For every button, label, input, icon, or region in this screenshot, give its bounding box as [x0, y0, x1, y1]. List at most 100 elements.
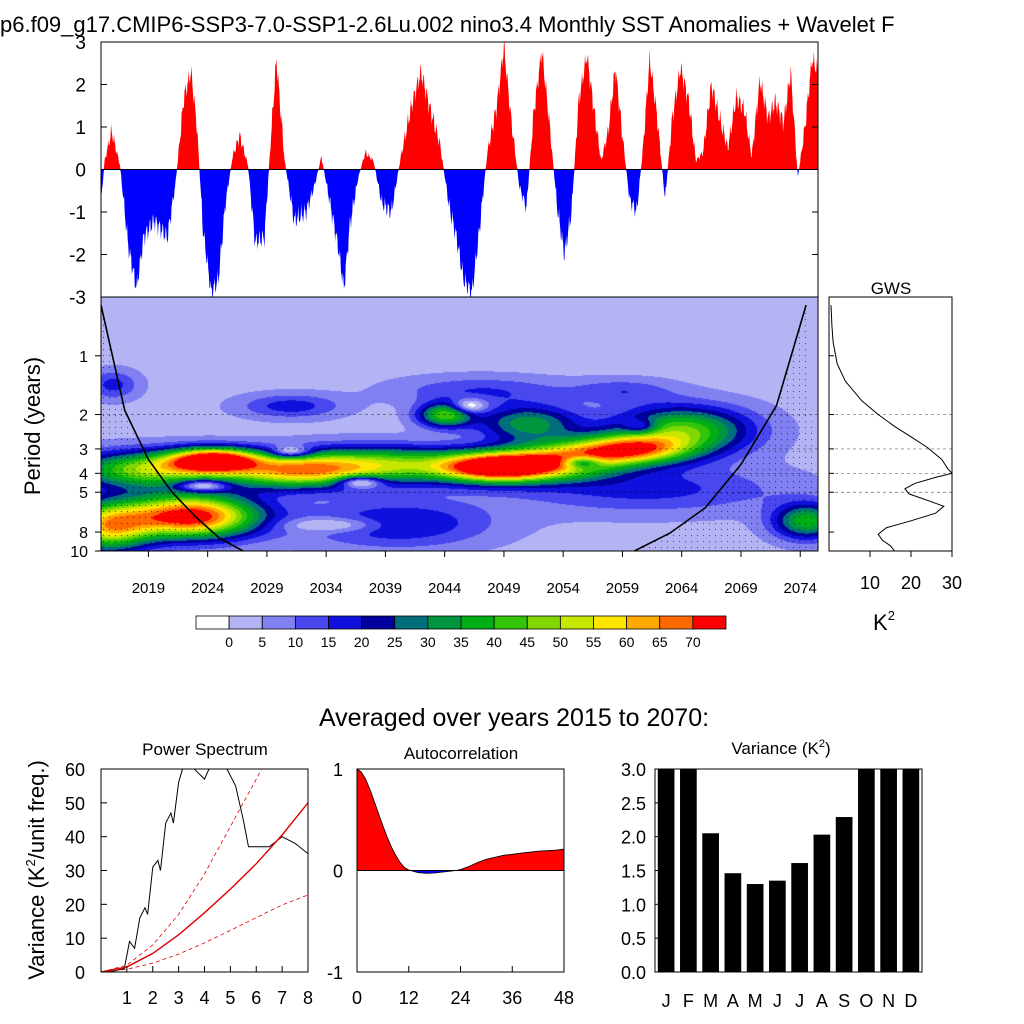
colorbar-swatch	[460, 615, 495, 630]
month-label: O	[859, 991, 873, 1011]
x-tick-label: 2054	[547, 580, 580, 597]
negative-anomaly-area	[101, 169, 818, 297]
x-tick-label: 10	[860, 573, 880, 593]
y-tick-label: 4	[79, 466, 88, 483]
variance-bar	[880, 769, 897, 972]
y-tick-label: 2.0	[621, 828, 646, 848]
x-tick-label: 2024	[191, 580, 224, 597]
colorbar-swatch	[394, 615, 429, 630]
x-tick-label: 20	[901, 573, 921, 593]
colorbar-label: 15	[321, 634, 337, 650]
colorbar-swatch	[526, 615, 561, 630]
x-tick-label: 36	[502, 988, 522, 1008]
x-tick-label: 6	[251, 988, 261, 1008]
figure-title: p6.f09_g17.CMIP6-SSP3-7.0-SSP1-2.6Lu.002…	[0, 12, 895, 37]
autocorrelation-line	[356, 768, 565, 874]
month-label: S	[838, 991, 850, 1011]
positive-anomaly-area	[101, 42, 818, 170]
y-tick-label: 20	[65, 895, 85, 915]
autocorrelation-frame	[356, 768, 565, 973]
power-spectrum-lines	[101, 769, 308, 972]
x-tick-label: 2064	[665, 580, 698, 597]
colorbar-swatch	[593, 615, 628, 630]
autocorrelation-title: Autocorrelation	[404, 744, 518, 763]
y-tick-label: 40	[65, 828, 85, 848]
autocorrelation-axes: -1 0 1 0 12 24 36 48	[327, 760, 574, 1008]
x-tick-label: 2019	[132, 580, 165, 597]
colorbar-swatch	[228, 615, 263, 630]
colorbar-label: 60	[619, 634, 635, 650]
gws-frame	[828, 296, 953, 552]
colorbar-label: 30	[420, 634, 436, 650]
y-tick-label: 0.5	[621, 929, 646, 949]
y-tick-label: 1.5	[621, 862, 646, 882]
colorbar-label: 10	[288, 634, 304, 650]
variance-bar	[835, 817, 853, 972]
x-tick-label: 12	[399, 988, 419, 1008]
colorbar-swatch	[692, 615, 727, 630]
coi-curve-left	[101, 304, 244, 551]
y-tick-label: 30	[65, 862, 85, 882]
coi-hatching-left	[101, 305, 244, 551]
coi-curve-right	[633, 304, 807, 551]
y-tick-label: 10	[70, 544, 88, 561]
summary-heading: Averaged over years 2015 to 2070:	[319, 704, 709, 732]
variance-bar	[724, 873, 742, 972]
variance-bar	[858, 769, 875, 972]
x-tick-label: 5	[225, 988, 235, 1008]
month-label: N	[882, 991, 895, 1011]
x-tick-label: 24	[450, 988, 470, 1008]
x-tick-label: 2069	[724, 580, 757, 597]
y-tick-label: -1	[327, 963, 343, 983]
autocorrelation-panel: Autocorrelation -1 0 1 0 12 24 36 48	[327, 744, 574, 1008]
y-tick-label: 50	[65, 794, 85, 814]
x-tick-label: 8	[303, 988, 313, 1008]
month-label: F	[683, 991, 694, 1011]
colorbar-label: 20	[354, 634, 370, 650]
colorbar-label: 50	[553, 634, 569, 650]
colorbar-label: 25	[387, 634, 403, 650]
x-tick-label: 7	[277, 988, 287, 1008]
colorbar-label: 0	[225, 634, 233, 650]
timeseries-fill	[101, 42, 818, 297]
power-spectrum-axes: 0 10 20 30 40 50 60 1 2 3 4 5 6 7 8	[65, 760, 313, 1008]
positive-autocorrelation-area	[357, 769, 564, 871]
colorbar-swatch	[559, 615, 594, 630]
wavelet-power-map	[101, 297, 818, 551]
y-tick-label: 2.5	[621, 794, 646, 814]
x-tick-label: 4	[199, 988, 209, 1008]
colorbar-label: 65	[652, 634, 668, 650]
variance-axes: 0.00.51.01.52.02.53.0J F M A M J J A S O N D	[621, 760, 917, 1011]
variance-bar	[746, 884, 764, 972]
month-label: M	[703, 991, 718, 1011]
colorbar-swatch	[427, 615, 462, 630]
colorbar-label: 70	[685, 634, 701, 650]
y-tick-label: 10	[65, 929, 85, 949]
variance-panel: Variance (K2) 0.00.51.01.52.02.53.0J F M A M…	[621, 738, 923, 1011]
colorbar: 0 5 10 15 20 25 30 35 40 45 50 55 60 65 70	[195, 615, 727, 650]
colorbar-label: 5	[258, 634, 266, 650]
colorbar-swatch	[261, 615, 296, 630]
colorbar-swatch	[294, 615, 329, 630]
gws-panel: GWS 10 20 30 K2	[828, 279, 962, 635]
timeseries-y-axis: -3 -2 -1 0 1 2 3	[69, 33, 818, 309]
autocorrelation-fill	[356, 768, 565, 874]
y-tick-label: 2	[79, 408, 88, 425]
x-tick-label: 1	[122, 988, 132, 1008]
y-tick-label: -3	[69, 288, 86, 309]
variance-bar	[680, 769, 697, 972]
y-tick-label: 60	[65, 760, 85, 780]
variance-frame	[654, 768, 923, 973]
y-tick-label: 2	[75, 76, 86, 97]
x-tick-label: 2049	[487, 580, 520, 597]
coi-hatching-right	[634, 305, 818, 551]
colorbar-swatch	[195, 615, 230, 630]
y-tick-label: 1.0	[621, 895, 646, 915]
variance-bar	[657, 769, 675, 972]
lower-line	[101, 894, 308, 972]
power-spectrum-title: Power Spectrum	[142, 740, 268, 759]
month-label: J	[662, 991, 671, 1011]
wavelet-overlay	[101, 304, 818, 551]
y-tick-label: 1	[75, 118, 86, 139]
